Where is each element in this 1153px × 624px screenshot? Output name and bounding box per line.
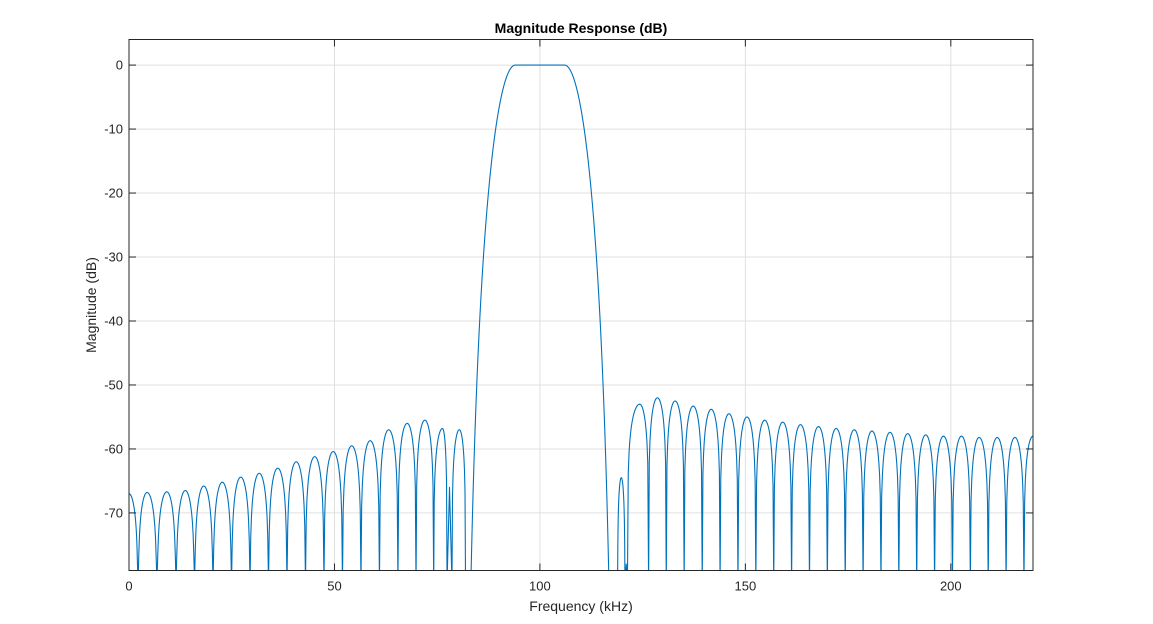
x-tick-label: 150 [735, 579, 757, 594]
y-tick-label: -40 [104, 313, 123, 328]
x-tick-label: 100 [529, 579, 551, 594]
x-tick-label: 200 [940, 579, 962, 594]
y-tick-label: -10 [104, 122, 123, 137]
series-layer [129, 64, 1033, 571]
y-tick-label: -20 [104, 186, 123, 201]
y-tick-label: -70 [104, 505, 123, 520]
y-tick-label: -30 [104, 250, 123, 265]
y-tick-label: 0 [116, 58, 123, 73]
x-axis-label: Frequency (kHz) [529, 598, 632, 614]
magnitude-response-line [129, 64, 1033, 571]
axes-box [128, 39, 1034, 571]
y-axis-label: Magnitude (dB) [83, 257, 99, 353]
y-tick-label: -60 [104, 441, 123, 456]
chart-title: Magnitude Response (dB) [495, 20, 668, 36]
x-tick-label: 50 [327, 579, 341, 594]
x-tick-label: 0 [125, 579, 132, 594]
ticks: 0 50 100 150 200 0 -10 -20 -30 -40 -50 -60 -70 [104, 39, 1033, 594]
y-tick-label: -50 [104, 377, 123, 392]
grid [129, 39, 1033, 571]
